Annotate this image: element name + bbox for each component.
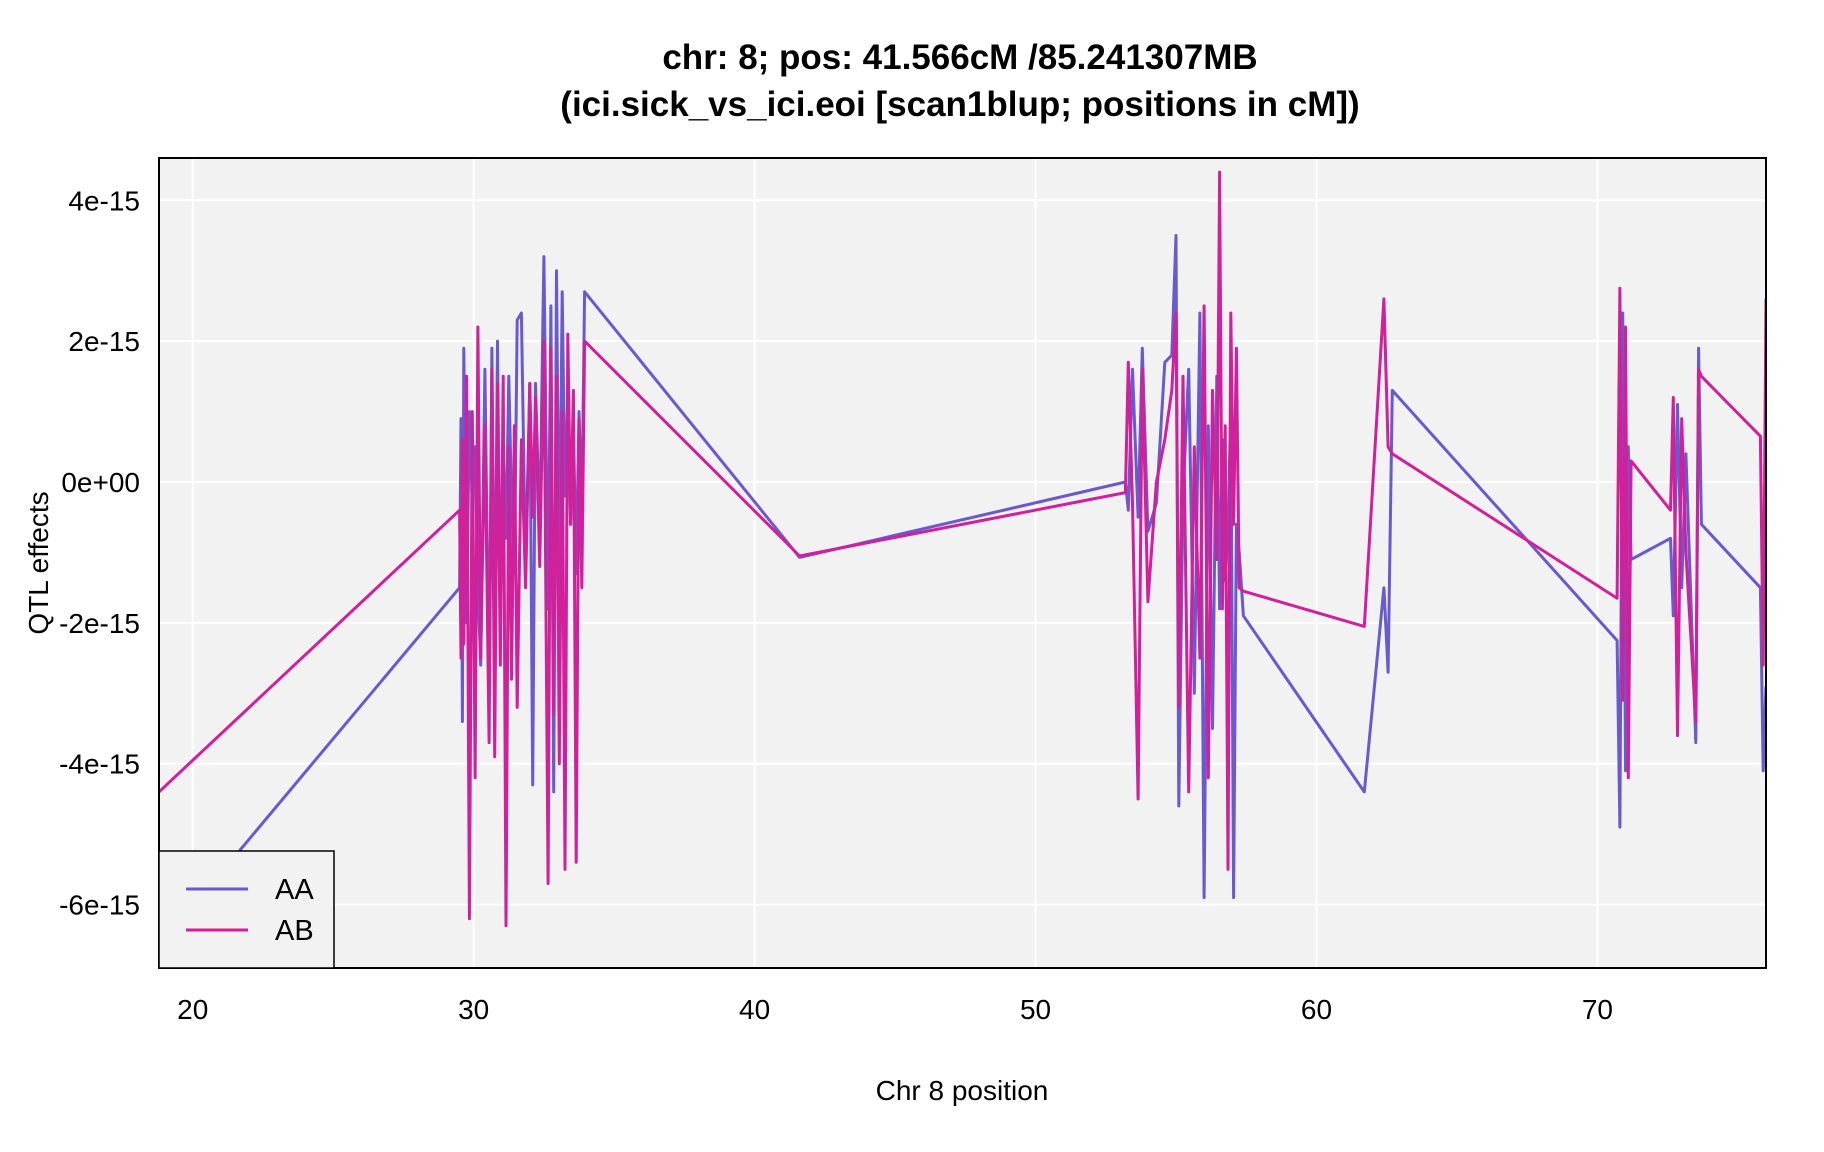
chart-subtitle: (ici.sick_vs_ici.eoi [scan1blup; positio… bbox=[560, 85, 1359, 124]
x-tick-label: 70 bbox=[1582, 994, 1613, 1025]
chart-title: chr: 8; pos: 41.566cM /85.241307MB bbox=[662, 38, 1257, 77]
x-tick-label: 20 bbox=[177, 994, 208, 1025]
series-layer bbox=[159, 170, 1766, 948]
y-tick-label: -6e-15 bbox=[59, 890, 140, 921]
plot-frame bbox=[158, 157, 1767, 969]
y-tick-label: -4e-15 bbox=[59, 749, 140, 780]
series-line-ab bbox=[159, 170, 1766, 928]
y-axis-ticks: -6e-15 -4e-15 -2e-15 0e+00 2e-15 4e-15 bbox=[59, 185, 140, 920]
plot-background bbox=[159, 158, 1766, 968]
legend-box bbox=[158, 850, 335, 969]
x-tick-label: 40 bbox=[739, 994, 770, 1025]
legend-label-aa: AA bbox=[275, 874, 314, 906]
grid bbox=[159, 158, 1766, 968]
legend-label-ab: AB bbox=[275, 915, 314, 947]
x-tick-label: 30 bbox=[458, 994, 489, 1025]
x-tick-label: 60 bbox=[1301, 994, 1332, 1025]
x-axis-label: Chr 8 position bbox=[876, 1075, 1049, 1106]
x-tick-label: 50 bbox=[1020, 994, 1051, 1025]
legend: AA AB bbox=[158, 850, 335, 969]
y-tick-label: 4e-15 bbox=[68, 185, 140, 216]
x-axis-ticks: 20 30 40 50 60 70 bbox=[177, 994, 1613, 1025]
y-axis-label: QTL effects bbox=[23, 491, 54, 634]
y-tick-label: 0e+00 bbox=[61, 467, 140, 498]
y-tick-label: 2e-15 bbox=[68, 326, 140, 357]
y-tick-label: -2e-15 bbox=[59, 608, 140, 639]
